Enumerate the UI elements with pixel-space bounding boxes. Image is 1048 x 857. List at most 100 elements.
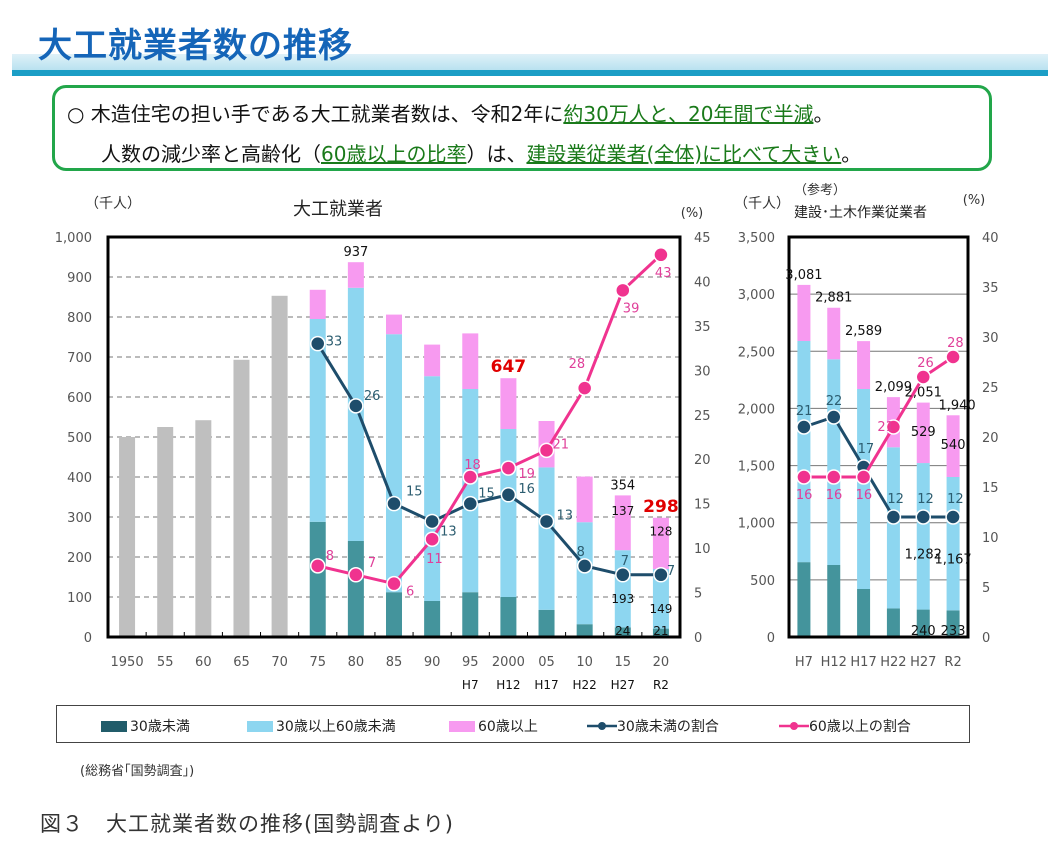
- point-under30-ratio: [796, 419, 812, 435]
- data-label-over60-ratio: 28: [569, 357, 586, 372]
- chart-title: 大工就業者: [293, 199, 383, 220]
- data-label-under30-ratio: 8: [577, 545, 585, 560]
- y2-tick-label: 5: [982, 581, 990, 596]
- y2-tick-label: 25: [982, 381, 999, 396]
- data-label-under30-ratio: 12: [917, 492, 934, 507]
- point-over60-ratio: [424, 531, 440, 547]
- legend-label: 30歳以上60歳未満: [276, 719, 396, 735]
- bar-under30: [652, 628, 669, 637]
- chart-title: 建設･土木作業従業者: [794, 205, 927, 221]
- data-label-over60-ratio: 21: [553, 437, 570, 452]
- data-label-over60-ratio: 7: [368, 556, 376, 571]
- y-tick-label: 600: [67, 391, 92, 406]
- x-tick-label: 90: [424, 655, 441, 670]
- bar-over60: [857, 341, 871, 389]
- bar-under30: [347, 541, 364, 637]
- bar-30to59: [827, 359, 841, 565]
- line-under30-ratio: [316, 342, 661, 577]
- total-label: 2,881: [815, 291, 852, 306]
- bar-30to59: [500, 429, 517, 597]
- chart-carpenters: 01002003004005006007008009001,0000510152…: [55, 182, 999, 692]
- legend: 30歳未満 30歳以上60歳未満 60歳以上 30歳未満の割合 60歳以上の割合: [56, 705, 970, 743]
- legend-item-30to59: 30歳以上60歳未満: [247, 716, 396, 736]
- legend-line-marker-under30: [587, 722, 617, 730]
- point-over60-ratio: [826, 469, 842, 485]
- summary-text: ○ 木造住宅の担い手である大工就業者数は、令和2年に: [67, 102, 564, 126]
- point-over60-ratio: [796, 469, 812, 485]
- bar-under30: [827, 565, 841, 637]
- x-tick-label: 95: [462, 655, 479, 670]
- y-tick-label: 500: [750, 574, 775, 589]
- y-tick-label: 500: [67, 431, 92, 446]
- bar-over60: [424, 344, 441, 377]
- x-era-label: H7: [462, 678, 479, 692]
- point-under30-ratio: [309, 335, 326, 352]
- y2-tick-label: 35: [982, 281, 999, 296]
- data-label-under30-ratio: 16: [518, 482, 535, 497]
- x-tick-label: 60: [195, 655, 212, 670]
- bar-under30: [614, 627, 631, 637]
- bar-30to59: [347, 287, 364, 541]
- data-label-over60-ratio: 28: [947, 336, 964, 351]
- point-over60-ratio: [915, 369, 931, 385]
- segment-label-30to59: 149: [649, 602, 672, 616]
- point-over60-ratio: [855, 469, 872, 485]
- bar-under30: [946, 610, 960, 637]
- y-tick-label: 1,500: [738, 460, 775, 475]
- x-tick-label: H22: [880, 655, 906, 670]
- point-over60-ratio: [945, 349, 961, 365]
- data-label-under30-ratio: 33: [326, 335, 343, 350]
- legend-label: 60歳以上の割合: [809, 719, 911, 735]
- y-tick-label: 400: [67, 471, 92, 486]
- data-label-under30-ratio: 15: [406, 485, 423, 500]
- y-tick-label: 0: [767, 631, 775, 646]
- bar-under30: [424, 601, 441, 637]
- bar-total: [119, 437, 136, 637]
- header-band: [12, 54, 1048, 70]
- legend-item-over60-ratio: 60歳以上の割合: [779, 716, 911, 736]
- point-under30-ratio: [462, 495, 479, 512]
- y2-tick-label: 20: [982, 431, 999, 446]
- bar-30to59: [857, 389, 871, 589]
- x-tick-label: 15: [615, 655, 632, 670]
- page-title: 大工就業者数の推移: [38, 26, 353, 66]
- total-label: 3,081: [785, 268, 822, 283]
- x-tick-label: 65: [233, 655, 250, 670]
- total-label: 937: [343, 245, 368, 260]
- point-over60-ratio: [538, 442, 555, 459]
- total-label: 354: [610, 478, 635, 493]
- y-tick-label: 3,500: [738, 231, 775, 246]
- summary-line-2: 人数の減少率と高齢化（60歳以上の比率）は、建設業従業者(全体)に比べて大きい。: [101, 138, 861, 167]
- legend-item-over60: 60歳以上: [449, 716, 538, 736]
- bar-total: [271, 295, 288, 637]
- bar-total: [157, 427, 174, 637]
- x-tick-label: 55: [157, 655, 174, 670]
- x-tick-label: 20: [653, 655, 670, 670]
- data-label-under30-ratio: 13: [440, 524, 457, 539]
- x-tick-label: H12: [821, 655, 847, 670]
- legend-line-marker-over60: [779, 722, 809, 730]
- point-under30-ratio: [915, 509, 931, 525]
- x-era-label: H22: [573, 678, 597, 692]
- point-under30-ratio: [653, 567, 669, 583]
- y-tick-label: 1,000: [55, 231, 92, 246]
- y2-tick-label: 0: [694, 631, 702, 646]
- bar-30to59: [797, 341, 811, 563]
- summary-emphasis: 建設業従業者(全体)に比べて大きい: [526, 142, 842, 166]
- point-under30-ratio: [826, 409, 842, 425]
- total-label: 298: [643, 497, 679, 517]
- data-label-under30-ratio: 13: [557, 508, 574, 523]
- x-tick-label: H27: [910, 655, 936, 670]
- point-under30-ratio: [386, 495, 402, 512]
- bar-over60: [500, 378, 517, 429]
- legend-label: 30歳未満の割合: [617, 719, 719, 735]
- point-under30-ratio: [500, 487, 517, 503]
- point-over60-ratio: [348, 567, 364, 583]
- legend-swatch-over60: [449, 720, 475, 732]
- point-under30-ratio: [348, 398, 364, 414]
- bar-under30: [916, 609, 930, 637]
- y2-tick-label: 25: [694, 409, 711, 424]
- data-label-over60-ratio: 8: [326, 549, 334, 564]
- point-over60-ratio: [386, 575, 402, 592]
- data-label-over60-ratio: 16: [856, 488, 873, 503]
